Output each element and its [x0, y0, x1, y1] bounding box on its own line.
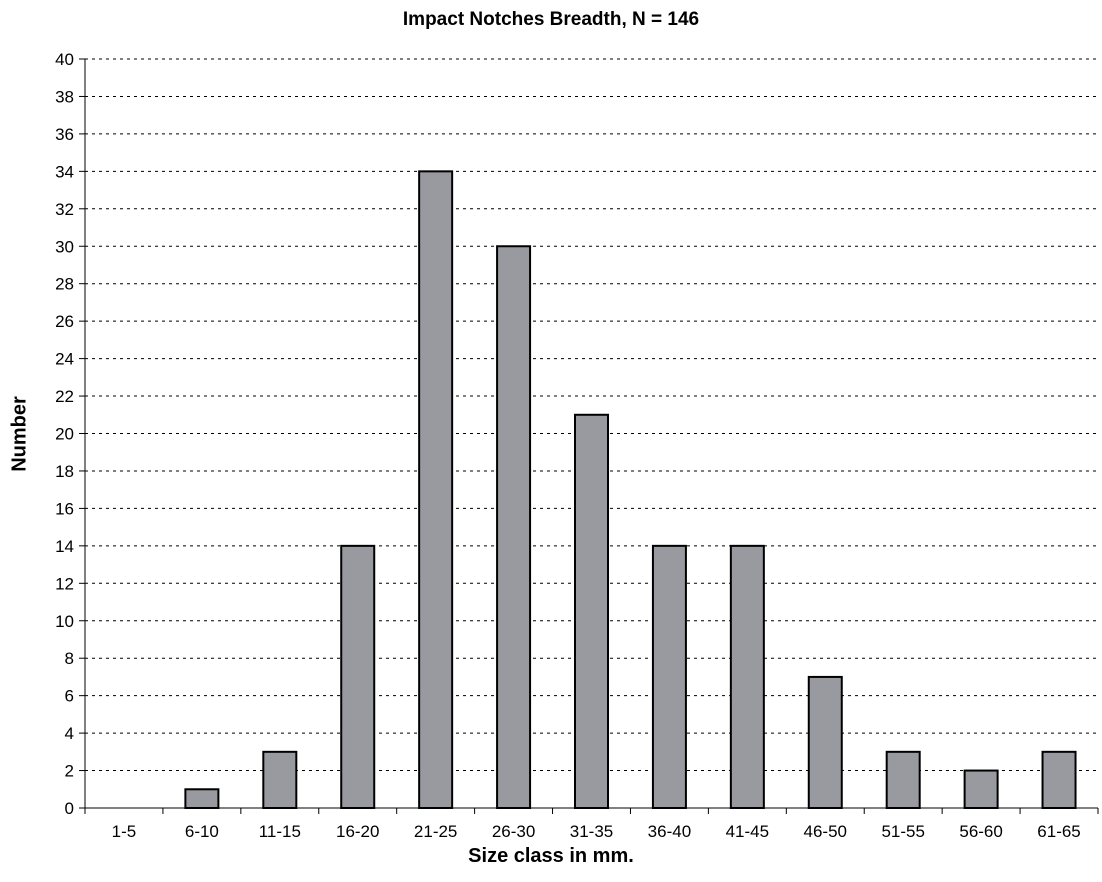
y-tick-label: 34: [55, 162, 74, 181]
bar-16-20: [340, 544, 376, 809]
y-tick-label: 38: [55, 87, 74, 106]
x-tick-label: 26-30: [492, 822, 535, 841]
y-tick-label: 16: [55, 499, 74, 518]
y-tick-label: 20: [55, 425, 74, 444]
y-tick-label: 2: [65, 762, 74, 781]
y-tick-label: 12: [55, 574, 74, 593]
bar-21-25: [418, 170, 454, 810]
bar-11-15: [262, 750, 298, 810]
bars: [184, 170, 1077, 810]
axes: 02468101214161820222426283032343638401-5…: [55, 50, 1099, 841]
x-tick-label: 6-10: [185, 822, 219, 841]
y-tick-label: 36: [55, 125, 74, 144]
bar-26-30: [496, 245, 532, 809]
x-tick-label: 41-45: [726, 822, 769, 841]
y-tick-label: 32: [55, 200, 74, 219]
y-tick-label: 14: [55, 537, 74, 556]
y-tick-label: 10: [55, 612, 74, 631]
x-tick-label: 16-20: [336, 822, 379, 841]
y-tick-label: 40: [55, 50, 74, 69]
bar-6-10: [184, 788, 220, 810]
x-tick-label: 46-50: [804, 822, 847, 841]
chart-title: Impact Notches Breadth, N = 146: [402, 9, 700, 30]
y-tick-label: 30: [55, 237, 74, 256]
x-axis-label: Size class in mm.: [468, 845, 634, 867]
y-tick-label: 6: [65, 687, 74, 706]
bar-46-50: [807, 675, 843, 809]
x-tick-label: 56-60: [959, 822, 1002, 841]
x-tick-label: 21-25: [414, 822, 457, 841]
y-tick-label: 4: [65, 724, 74, 743]
y-tick-label: 18: [55, 462, 74, 481]
x-tick-label: 36-40: [648, 822, 691, 841]
y-tick-label: 26: [55, 312, 74, 331]
bar-41-45: [729, 544, 765, 809]
x-tick-label: 31-35: [570, 822, 613, 841]
y-tick-label: 22: [55, 387, 74, 406]
bar-56-60: [963, 769, 999, 809]
y-tick-label: 0: [65, 799, 74, 818]
bar-61-65: [1041, 750, 1077, 810]
x-tick-label: 61-65: [1037, 822, 1080, 841]
y-tick-label: 24: [55, 350, 74, 369]
x-tick-label: 1-5: [112, 822, 137, 841]
bar-36-40: [651, 544, 687, 809]
x-tick-label: 11-15: [259, 822, 301, 841]
y-tick-label: 8: [65, 649, 74, 668]
x-tick-label: 51-55: [881, 822, 924, 841]
bar-31-35: [574, 413, 609, 809]
y-tick-label: 28: [55, 275, 74, 294]
bar-51-55: [885, 750, 921, 810]
